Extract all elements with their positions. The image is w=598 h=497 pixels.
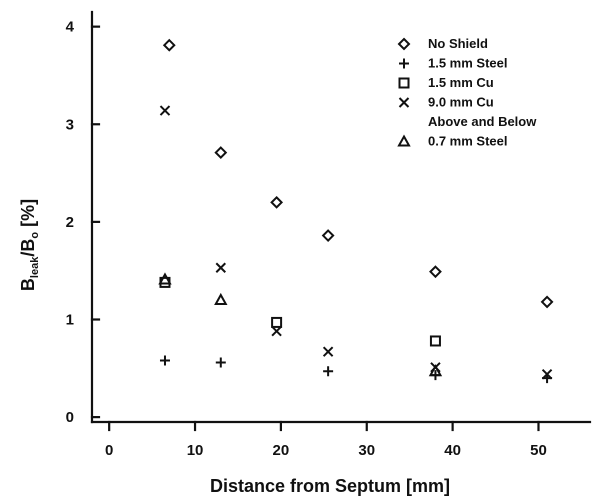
y-label-sub-leak: leak bbox=[29, 256, 41, 278]
data-point-plus bbox=[159, 355, 170, 366]
data-point-x bbox=[271, 326, 282, 337]
y-tick-label: 2 bbox=[66, 214, 74, 231]
y-label-sub-o: o bbox=[29, 232, 41, 239]
legend-label-continued: Above and Below bbox=[428, 114, 537, 129]
x-tick-label: 20 bbox=[273, 442, 290, 459]
y-label-unit: [%] bbox=[18, 199, 38, 232]
data-point-square bbox=[429, 335, 441, 347]
data-point-x bbox=[159, 105, 171, 116]
y-tick-label: 1 bbox=[66, 312, 74, 329]
data-point-diamond bbox=[429, 265, 442, 279]
legend-marker-square bbox=[398, 77, 410, 89]
y-label-slash-b: /B bbox=[18, 239, 38, 257]
x-tick-label: 50 bbox=[530, 442, 547, 459]
legend-label: 1.5 mm Steel bbox=[428, 56, 508, 71]
legend-label: 1.5 mm Cu bbox=[428, 75, 494, 90]
legend-marker-plus bbox=[399, 58, 409, 69]
data-point-square bbox=[271, 316, 283, 328]
y-axis-label: Bleak/Bo [%] bbox=[18, 199, 41, 291]
data-point-plus bbox=[215, 357, 226, 368]
data-point-x bbox=[215, 262, 227, 273]
legend-marker-diamond bbox=[397, 37, 411, 51]
y-tick-label: 4 bbox=[66, 19, 75, 36]
data-point-diamond bbox=[540, 295, 554, 309]
x-tick-label: 10 bbox=[187, 442, 204, 459]
legend-marker-x bbox=[398, 97, 410, 108]
data-point-triangle bbox=[214, 292, 228, 305]
data-point-triangle bbox=[158, 272, 172, 285]
legend-label: 0.7 mm Steel bbox=[428, 134, 508, 149]
data-point-triangle bbox=[428, 364, 443, 377]
x-tick-label: 40 bbox=[444, 442, 461, 459]
legend: No Shield 1.5 mm Steel 1.5 mm Cu 9.0 mm Cu A… bbox=[397, 36, 537, 149]
data-point-diamond bbox=[214, 146, 228, 159]
x-tick-label: 0 bbox=[105, 442, 113, 459]
y-tick-label: 0 bbox=[66, 409, 74, 426]
legend-marker-triangle bbox=[397, 134, 411, 147]
data-marks bbox=[158, 38, 554, 384]
legend-label: 9.0 mm Cu bbox=[428, 95, 494, 110]
data-point-x bbox=[322, 346, 334, 357]
y-tick-label: 3 bbox=[66, 116, 74, 133]
data-point-x bbox=[541, 368, 553, 380]
x-axis-label: Distance from Septum [mm] bbox=[210, 476, 450, 496]
x-tick-label: 30 bbox=[358, 442, 375, 459]
legend-label: No Shield bbox=[428, 36, 488, 51]
data-point-diamond bbox=[270, 195, 284, 209]
data-point-diamond bbox=[162, 38, 176, 52]
data-point-diamond bbox=[321, 229, 335, 242]
y-label-b: B bbox=[18, 278, 38, 291]
data-point-plus bbox=[323, 366, 334, 377]
